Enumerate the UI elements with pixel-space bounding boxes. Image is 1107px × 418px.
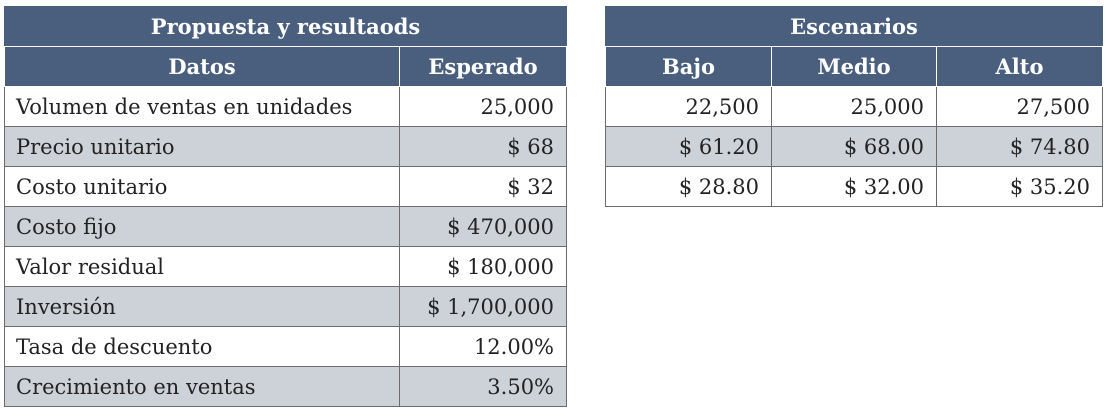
bajo-cell: 22,500 bbox=[605, 86, 772, 127]
table-row: Tasa de descuento 12.00% bbox=[4, 326, 568, 367]
propuesta-title: Propuesta y resultaods bbox=[3, 6, 568, 47]
row-label: Costo unitario bbox=[4, 166, 400, 207]
row-label: Valor residual bbox=[4, 246, 400, 287]
row-label: Inversión bbox=[4, 286, 400, 327]
table-row: 22,500 25,000 27,500 bbox=[605, 86, 1104, 127]
row-value: $ 470,000 bbox=[398, 206, 568, 247]
row-value: $ 32 bbox=[398, 166, 568, 207]
table-row: $ 61.20 $ 68.00 $ 74.80 bbox=[605, 126, 1104, 167]
bajo-cell: $ 61.20 bbox=[605, 126, 772, 167]
bajo-cell: $ 28.80 bbox=[605, 166, 772, 207]
medio-cell: $ 68.00 bbox=[771, 126, 937, 167]
row-label: Volumen de ventas en unidades bbox=[4, 86, 400, 127]
row-value: 25,000 bbox=[398, 86, 568, 127]
alto-cell: $ 35.20 bbox=[935, 166, 1104, 207]
medio-cell: 25,000 bbox=[771, 86, 937, 127]
row-value: 12.00% bbox=[398, 326, 568, 367]
row-value: $ 1,700,000 bbox=[398, 286, 568, 327]
row-value: $ 180,000 bbox=[398, 246, 568, 287]
table-row: Costo unitario $ 32 bbox=[4, 166, 568, 207]
medio-cell: $ 32.00 bbox=[771, 166, 937, 207]
col-datos-header: Datos bbox=[4, 46, 400, 87]
table-row: $ 28.80 $ 32.00 $ 35.20 bbox=[605, 166, 1104, 207]
table-row: Crecimiento en ventas 3.50% bbox=[4, 366, 568, 407]
table-row: Inversión $ 1,700,000 bbox=[4, 286, 568, 327]
row-label: Tasa de descuento bbox=[4, 326, 400, 367]
table-row: Valor residual $ 180,000 bbox=[4, 246, 568, 287]
escenarios-table: Escenarios Bajo Medio Alto 22,500 25,000… bbox=[604, 6, 1104, 207]
table-row: Costo fijo $ 470,000 bbox=[4, 206, 568, 247]
escenarios-title: Escenarios bbox=[604, 6, 1104, 47]
row-value: $ 68 bbox=[398, 126, 568, 167]
col-alto-header: Alto bbox=[935, 46, 1104, 87]
propuesta-table: Propuesta y resultaods Datos Esperado Vo… bbox=[3, 6, 568, 407]
col-medio-header: Medio bbox=[771, 46, 937, 87]
row-label: Precio unitario bbox=[4, 126, 400, 167]
row-label: Crecimiento en ventas bbox=[4, 366, 400, 407]
table-row: Volumen de ventas en unidades 25,000 bbox=[4, 86, 568, 127]
table-row: Precio unitario $ 68 bbox=[4, 126, 568, 167]
row-label: Costo fijo bbox=[4, 206, 400, 247]
col-bajo-header: Bajo bbox=[605, 46, 772, 87]
row-value: 3.50% bbox=[398, 366, 568, 407]
col-esperado-header: Esperado bbox=[398, 46, 568, 87]
alto-cell: $ 74.80 bbox=[935, 126, 1104, 167]
alto-cell: 27,500 bbox=[935, 86, 1104, 127]
